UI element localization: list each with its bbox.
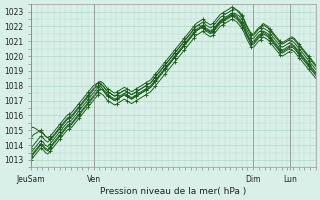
X-axis label: Pression niveau de la mer( hPa ): Pression niveau de la mer( hPa ) xyxy=(100,187,247,196)
